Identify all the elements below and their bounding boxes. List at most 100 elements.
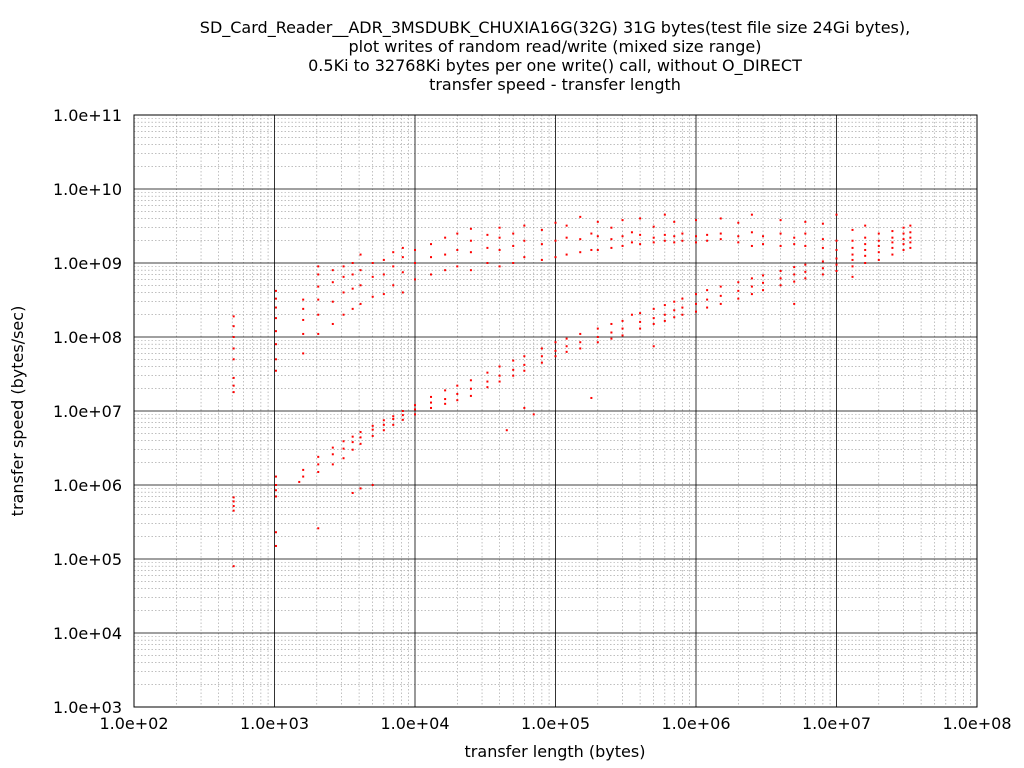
y-tick-label: 1.0e+04 — [53, 624, 122, 643]
data-point — [610, 322, 613, 325]
data-point — [779, 244, 782, 247]
data-point — [663, 233, 666, 236]
data-point — [392, 284, 395, 287]
data-point — [851, 253, 854, 256]
data-point — [851, 265, 854, 268]
data-point — [486, 262, 489, 264]
data-point — [579, 341, 582, 344]
data-point — [430, 243, 433, 246]
data-point — [523, 369, 526, 372]
data-point — [359, 284, 362, 287]
data-point — [331, 453, 334, 456]
data-point — [909, 236, 912, 239]
data-point — [331, 463, 334, 466]
data-point — [663, 239, 666, 242]
data-point — [639, 312, 642, 315]
data-point — [232, 505, 235, 508]
data-point — [877, 232, 880, 235]
data-point — [382, 258, 385, 261]
data-point — [274, 369, 277, 372]
data-point — [821, 273, 824, 276]
data-point — [392, 415, 395, 418]
data-point — [486, 246, 489, 249]
data-point — [652, 345, 655, 348]
data-point — [498, 236, 501, 239]
data-point — [779, 284, 782, 287]
data-point — [610, 246, 613, 249]
x-axis-ticks: 1.0e+02 1.0e+03 1.0e+04 1.0e+05 1.0e+06 1.0e+… — [99, 714, 1011, 733]
data-point — [540, 361, 543, 364]
data-point — [864, 224, 867, 227]
data-point — [274, 289, 277, 292]
data-point — [762, 281, 765, 284]
data-point — [737, 297, 740, 300]
data-point — [232, 500, 235, 503]
data-point — [779, 219, 782, 222]
data-point — [486, 380, 489, 383]
data-point — [621, 319, 624, 322]
data-point — [232, 325, 235, 328]
data-point — [232, 565, 235, 568]
data-point — [877, 251, 880, 254]
data-point — [821, 260, 824, 263]
data-point — [302, 332, 305, 335]
data-point — [750, 277, 753, 280]
data-point — [512, 262, 515, 264]
data-point — [359, 269, 362, 272]
chart-title-line-2: plot writes of random read/write (mixed … — [349, 37, 762, 56]
data-point — [762, 289, 765, 292]
data-point — [706, 306, 709, 309]
data-point — [891, 230, 894, 233]
data-point — [821, 267, 824, 270]
data-point — [835, 269, 838, 272]
y-tick-label: 1.0e+11 — [53, 106, 122, 125]
data-point — [554, 239, 557, 242]
data-point — [523, 239, 526, 242]
data-point — [444, 269, 447, 272]
data-point — [351, 287, 354, 290]
data-point — [590, 248, 593, 251]
data-point — [274, 343, 277, 346]
chart-title-line-3: 0.5Ki to 32768Ki bytes per one write() c… — [308, 56, 802, 76]
data-point — [891, 236, 894, 239]
data-point — [902, 232, 905, 235]
data-point — [486, 233, 489, 236]
data-point — [512, 244, 515, 247]
data-point — [596, 336, 599, 338]
data-point — [719, 285, 722, 288]
data-point — [232, 509, 235, 512]
data-point — [673, 316, 676, 319]
data-point — [486, 371, 489, 374]
data-point — [565, 224, 568, 227]
data-point — [639, 320, 642, 323]
y-tick-label: 1.0e+07 — [53, 402, 122, 421]
data-point — [274, 330, 277, 333]
data-point — [695, 293, 697, 296]
data-point — [621, 244, 624, 247]
data-point — [540, 355, 543, 358]
data-point — [835, 239, 838, 242]
data-point — [565, 253, 568, 256]
data-point — [673, 241, 676, 244]
data-point — [351, 262, 354, 264]
data-point — [274, 306, 277, 309]
data-point — [414, 408, 416, 411]
data-point — [359, 436, 362, 439]
data-point — [317, 527, 320, 530]
data-point — [706, 298, 709, 301]
data-point — [695, 310, 697, 313]
data-point — [274, 297, 277, 300]
data-point — [793, 302, 796, 305]
data-point — [317, 273, 320, 276]
data-point — [630, 313, 633, 316]
data-point — [762, 243, 765, 246]
data-point — [498, 380, 501, 383]
data-point — [444, 389, 447, 392]
data-point — [342, 275, 345, 278]
data-point — [851, 258, 854, 261]
data-point — [804, 232, 807, 235]
data-point — [750, 213, 753, 216]
data-point — [762, 235, 765, 238]
x-tick-label: 1.0e+07 — [802, 714, 871, 733]
